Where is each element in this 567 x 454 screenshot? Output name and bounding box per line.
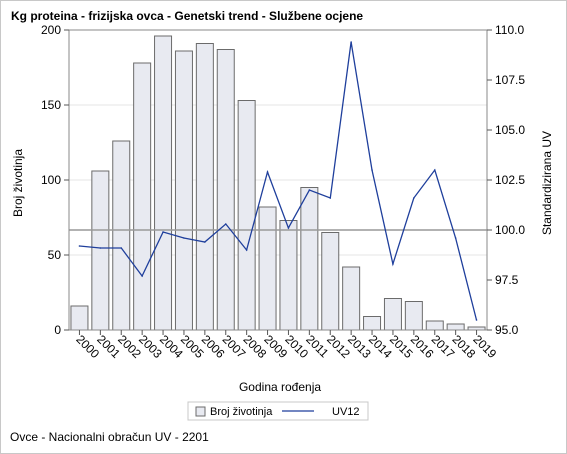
- uv12-point-2000: [78, 245, 81, 247]
- uv12-point-2011: [308, 189, 311, 191]
- bar-2005: [174, 50, 193, 331]
- legend-label-bars: Broj životinja: [210, 406, 273, 418]
- legend-label-line: UV12: [332, 406, 360, 418]
- legend-bar-swatch: [195, 406, 206, 417]
- bar-2004: [154, 35, 173, 331]
- y-tick-label: 100: [41, 173, 61, 187]
- uv12-point-2010: [287, 227, 290, 229]
- bar-2018: [446, 323, 465, 331]
- x-tick-label: 2000: [73, 332, 102, 361]
- y2-tick-label: 105.0: [495, 123, 525, 137]
- legend: Broj životinja UV12: [187, 401, 369, 421]
- bar-2010: [279, 220, 298, 331]
- uv12-point-2019: [475, 319, 478, 321]
- uv12-point-2006: [204, 241, 206, 243]
- y-axis-title: Broj životinja: [11, 149, 25, 217]
- y2-tick-label: 100.0: [495, 223, 525, 237]
- uv12-point-2004: [162, 231, 164, 233]
- bar-2003: [133, 62, 152, 331]
- uv12-point-2018: [454, 237, 457, 239]
- y-tick-label: 50: [48, 248, 62, 262]
- x-axis-title: Godina rođenja: [239, 380, 321, 394]
- uv12-point-2007: [224, 223, 227, 225]
- uv12-point-2009: [266, 171, 269, 173]
- uv12-point-2001: [99, 247, 102, 249]
- bar-2002: [112, 140, 131, 331]
- uv12-point-2015: [392, 263, 394, 265]
- y2-axis-title: Standardizirana UV: [540, 131, 554, 235]
- bar-2012: [321, 232, 340, 331]
- bar-2001: [91, 170, 110, 331]
- chart-title: Kg proteina - frizijska ovca - Genetski …: [11, 9, 364, 23]
- uv12-point-2005: [183, 237, 185, 239]
- bar-2000: [70, 305, 89, 331]
- bar-2014: [363, 316, 382, 331]
- bar-2011: [300, 187, 319, 331]
- bar-series: [70, 35, 486, 331]
- uv12-point-2008: [245, 249, 248, 251]
- uv12-point-2014: [371, 169, 373, 171]
- bar-2015: [383, 298, 402, 331]
- legend-box: [187, 401, 369, 421]
- y-tick-label: 150: [41, 98, 61, 112]
- bar-2016: [404, 301, 423, 331]
- chart-footnote: Ovce - Nacionalni obračun UV - 2201: [10, 430, 209, 444]
- bar-2017: [425, 320, 444, 331]
- uv12-point-2012: [329, 197, 332, 199]
- line-series: [78, 41, 478, 321]
- bar-2009: [258, 206, 277, 331]
- uv12-point-2003: [141, 275, 143, 277]
- y2-tick-label: 107.5: [495, 73, 525, 87]
- y-tick-label: 200: [41, 23, 61, 37]
- uv12-point-2016: [413, 197, 415, 199]
- y-tick-label: 0: [54, 323, 61, 337]
- uv12-point-2002: [120, 247, 123, 249]
- y2-tick-label: 110.0: [495, 23, 524, 37]
- bar-2008: [237, 100, 256, 331]
- uv12-line: [79, 41, 478, 321]
- bar-2006: [195, 43, 214, 331]
- bar-2007: [216, 49, 235, 331]
- bar-2013: [342, 266, 361, 331]
- grid-lines: [69, 29, 487, 331]
- y2-tick-label: 102.5: [495, 173, 525, 187]
- y2-tick-label: 95.0: [495, 323, 519, 337]
- uv12-point-2017: [433, 169, 436, 171]
- uv12-point-2013: [350, 41, 352, 43]
- y2-tick-label: 97.5: [495, 273, 519, 287]
